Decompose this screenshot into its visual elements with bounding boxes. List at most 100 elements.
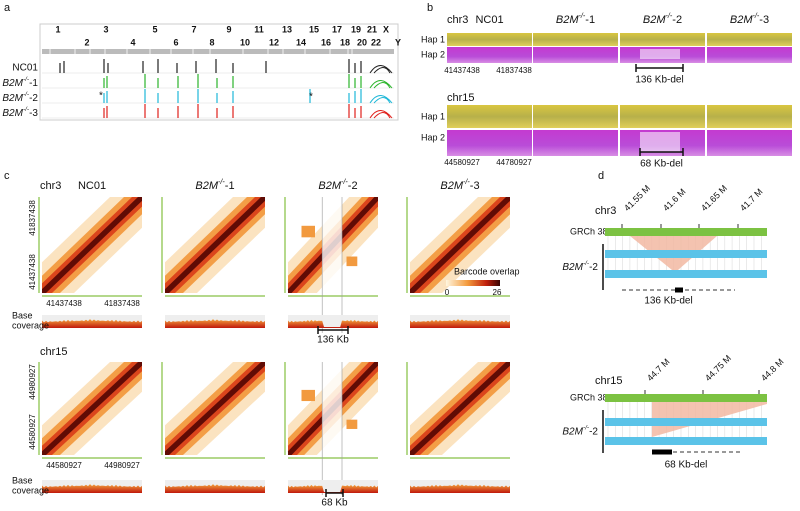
haplotype-1-reads <box>533 33 618 46</box>
chromosome-label: 8 <box>209 37 214 47</box>
heatmap-band <box>42 362 142 455</box>
coverage-profile <box>288 319 378 328</box>
sample-label: B2M-/--2 <box>318 178 357 192</box>
coordinate-label: 41437438 <box>46 299 82 308</box>
coordinate-label: 41837438 <box>28 200 37 236</box>
chromosome-label: 21 <box>367 24 377 34</box>
deletion-label: 68 Kb <box>321 498 348 509</box>
genotype: -/- <box>218 178 225 186</box>
chromosome-label: chr15 <box>447 92 475 104</box>
chromosome-label: 14 <box>296 37 306 47</box>
reference-label: GRCh 38 <box>570 392 608 402</box>
haplotype-2-reads <box>533 130 618 156</box>
deletion-label: 136 Kb-del <box>635 75 683 86</box>
gene-name: B2M <box>730 14 753 26</box>
gene-name: B2M <box>195 180 218 192</box>
coverage-profile <box>42 484 142 493</box>
gene-name: B2M <box>562 426 583 437</box>
chromosome-label: 7 <box>191 24 196 34</box>
coordinate-label: 44980927 <box>28 364 37 400</box>
genotype: -/- <box>341 178 348 186</box>
deletion-label: 136 Kb-del <box>644 296 692 307</box>
haplotype-1-reads <box>707 105 792 128</box>
sample-label: B2M-/--1 <box>2 76 38 89</box>
haplotype-1-reads <box>620 105 705 128</box>
coverage-profile <box>288 484 378 493</box>
chromosome-label: 6 <box>173 37 178 47</box>
haplotype-track <box>605 418 767 426</box>
legend-max: 26 <box>493 288 502 297</box>
clone-suffix: -2 <box>672 14 682 26</box>
chromosome-label: chr3 <box>447 14 468 26</box>
clone-suffix: -3 <box>29 108 38 119</box>
heatmap-band <box>42 197 142 293</box>
sample-label: B2M-/--3 <box>730 12 769 26</box>
coordinate-label: 44580927 <box>28 414 37 450</box>
coverage-profile <box>165 484 265 493</box>
haplotype-1-reads <box>620 33 705 46</box>
coordinate-label: 41437438 <box>444 66 480 75</box>
coordinate-label: 44580927 <box>46 461 82 470</box>
chromosome-label: chr3 <box>595 205 616 217</box>
deletion-block <box>301 225 315 238</box>
deletion-gap <box>322 197 342 293</box>
coordinate-label: 41837438 <box>104 299 140 308</box>
haplotype-1-reads <box>707 33 792 46</box>
chromosome-label: 17 <box>332 24 342 34</box>
chromosome-label: 20 <box>357 37 367 47</box>
coordinate-label: 41437438 <box>28 254 37 290</box>
chromosome-label: 19 <box>351 24 361 34</box>
chromosome-bar <box>42 49 394 54</box>
coordinate-label: 44580927 <box>444 158 480 167</box>
deletion-block <box>346 419 358 429</box>
deletion-region <box>640 132 680 152</box>
clone-suffix: -1 <box>225 180 235 192</box>
gene-name: B2M <box>2 78 23 89</box>
genotype: -/- <box>23 91 30 98</box>
coverage-label: coverage <box>12 320 49 330</box>
chromosome-label: 4 <box>130 37 135 47</box>
haplotype-1-reads <box>447 105 532 128</box>
legend-gradient <box>446 280 500 286</box>
legend-min: 0 <box>445 288 450 297</box>
coverage-label: Base <box>12 475 33 485</box>
chromosome-label: 5 <box>152 24 157 34</box>
sv-arc <box>369 80 393 89</box>
haplotype-label: Hap 2 <box>421 49 445 59</box>
heatmap-band <box>410 197 510 293</box>
deletion-bar <box>635 64 684 72</box>
genotype: -/- <box>579 12 586 20</box>
position-tick: 44.8 M <box>759 357 786 384</box>
gene-name: B2M <box>318 180 341 192</box>
genotype: -/- <box>583 424 590 431</box>
chromosome-label: 2 <box>84 37 89 47</box>
clone-suffix: -3 <box>759 14 769 26</box>
deletion-block <box>675 287 683 293</box>
coordinate-label: 44980927 <box>104 461 140 470</box>
sv-arc <box>369 95 393 104</box>
chromosome-label: 16 <box>321 37 331 47</box>
legend-title: Barcode overlap <box>454 266 520 276</box>
deletion-label: 68 Kb-del <box>665 460 708 471</box>
coverage-profile <box>410 484 510 493</box>
panel-label: a <box>4 2 11 14</box>
heatmap-band <box>410 362 510 455</box>
panel-label: d <box>598 170 604 182</box>
chromosome-label: X <box>383 24 389 34</box>
reference-track <box>605 394 767 402</box>
sv-arc <box>369 65 393 74</box>
clone-suffix: -1 <box>585 14 595 26</box>
reference-track <box>605 228 767 236</box>
heatmap-band <box>165 197 265 293</box>
haplotype-label: Hap 2 <box>421 132 445 142</box>
panel-label: b <box>427 2 433 14</box>
haplotype-track <box>605 250 767 258</box>
chromosome-label: 11 <box>254 24 264 34</box>
chromosome-label: 12 <box>269 37 279 47</box>
deletion-gap <box>322 362 342 455</box>
position-tick: 41.7 M <box>738 187 765 214</box>
heatmap-band <box>165 362 265 455</box>
position-tick: 41.6 M <box>661 187 688 214</box>
genotype: -/- <box>23 106 30 113</box>
position-tick: 44.75 M <box>703 353 733 383</box>
